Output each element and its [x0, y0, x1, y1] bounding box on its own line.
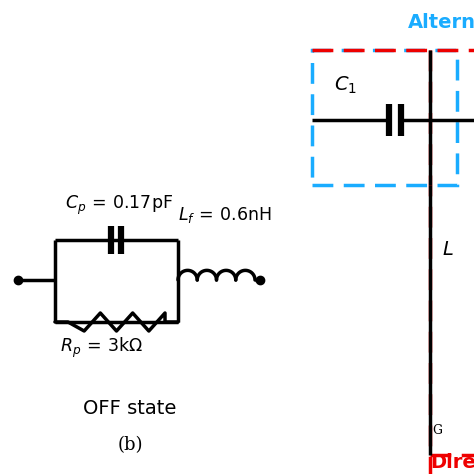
Text: OFF state: OFF state: [83, 399, 177, 418]
Text: $C_1$: $C_1$: [334, 74, 356, 96]
Text: $C_p\,{=}\,0.17\mathrm{pF}$: $C_p\,{=}\,0.17\mathrm{pF}$: [65, 193, 173, 217]
Text: Dire: Dire: [430, 453, 474, 472]
Text: G: G: [432, 423, 442, 437]
Text: (b): (b): [117, 436, 143, 454]
Text: $L$: $L$: [442, 241, 454, 259]
Text: Altern: Altern: [408, 12, 474, 31]
Text: $R_p\,{=}\,3\mathrm{k}\Omega$: $R_p\,{=}\,3\mathrm{k}\Omega$: [60, 336, 143, 360]
Text: $L_f\,{=}\,0.6\mathrm{nH}$: $L_f\,{=}\,0.6\mathrm{nH}$: [178, 205, 272, 225]
